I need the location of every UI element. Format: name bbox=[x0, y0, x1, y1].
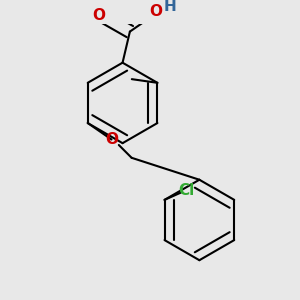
Text: Cl: Cl bbox=[178, 183, 195, 198]
Text: H: H bbox=[164, 0, 176, 14]
Text: O: O bbox=[92, 8, 105, 22]
Text: O: O bbox=[149, 4, 162, 19]
Text: O: O bbox=[105, 132, 118, 147]
